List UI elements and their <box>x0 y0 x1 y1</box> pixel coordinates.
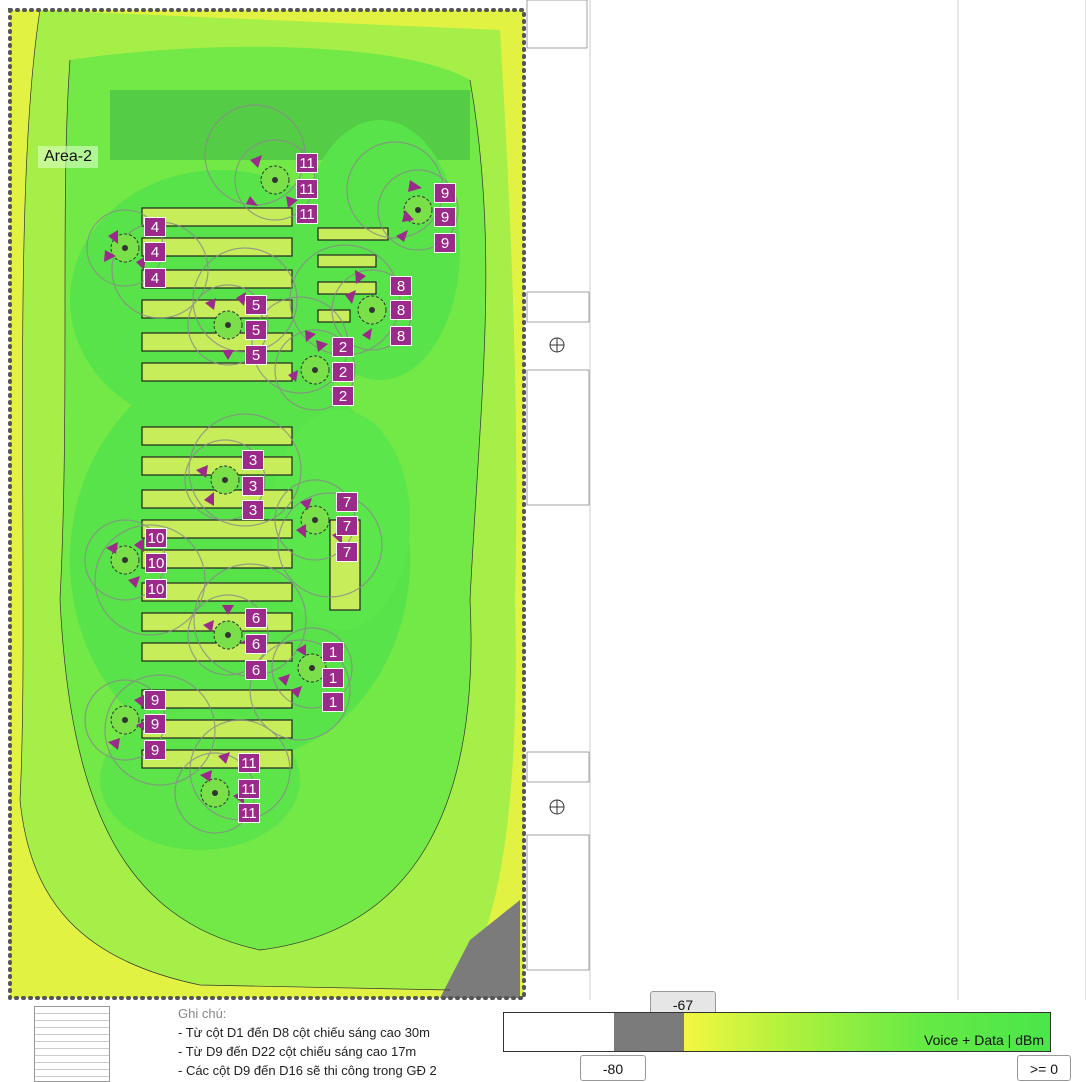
access-point-icon[interactable] <box>210 465 240 495</box>
ap-number-label[interactable]: 9 <box>434 207 456 227</box>
ap-number-label[interactable]: 9 <box>434 233 456 253</box>
access-point-icon[interactable] <box>110 705 140 735</box>
ap-number-label[interactable]: 10 <box>145 528 167 548</box>
ap-number-label[interactable]: 8 <box>390 300 412 320</box>
ap-number-label[interactable]: 11 <box>238 779 260 799</box>
access-point-icon[interactable] <box>357 295 387 325</box>
ap-number-label[interactable]: 1 <box>322 668 344 688</box>
ap-number-label[interactable]: 5 <box>245 320 267 340</box>
ap-number-label[interactable]: 10 <box>145 579 167 599</box>
access-point-icon[interactable] <box>200 778 230 808</box>
ap-number-label[interactable]: 5 <box>245 345 267 365</box>
access-point-icon[interactable] <box>110 545 140 575</box>
ap-number-label[interactable]: 8 <box>390 326 412 346</box>
scale-min-marker[interactable]: -80 <box>580 1055 646 1081</box>
ap-number-label[interactable]: 10 <box>145 553 167 573</box>
ap-number-label[interactable]: 9 <box>434 183 456 203</box>
ap-number-label[interactable]: 6 <box>245 634 267 654</box>
signal-scale-bar: Voice + Data | dBm <box>503 1012 1051 1052</box>
ap-number-label[interactable]: 3 <box>242 450 264 470</box>
ap-number-label[interactable]: 8 <box>390 276 412 296</box>
ap-number-label[interactable]: 4 <box>144 217 166 237</box>
ap-number-label[interactable]: 2 <box>332 337 354 357</box>
note-line: - Từ D9 đến D22 cột chiếu sáng cao 17m <box>178 1044 417 1059</box>
rack-rows <box>141 207 389 769</box>
ap-number-label[interactable]: 11 <box>296 204 318 224</box>
ap-number-label[interactable]: 6 <box>245 660 267 680</box>
ap-number-label[interactable]: 11 <box>296 153 318 173</box>
ap-number-label[interactable]: 5 <box>245 295 267 315</box>
access-point-icon[interactable] <box>260 165 290 195</box>
ap-number-label[interactable]: 6 <box>245 608 267 628</box>
note-line: - Từ cột D1 đến D8 cột chiếu sáng cao 30… <box>178 1025 430 1040</box>
title-block-top <box>526 0 590 971</box>
access-point-icon[interactable] <box>300 355 330 385</box>
access-point-icon[interactable] <box>213 310 243 340</box>
notes-title: Ghi chú: <box>178 1006 227 1021</box>
compass-icon <box>549 337 565 815</box>
note-line: - Các cột D9 đến D16 sẽ thi công trong G… <box>178 1063 437 1078</box>
symbol-legend-table <box>34 1006 110 1082</box>
heatmap-canvas[interactable] <box>0 0 1086 1000</box>
scale-max-marker[interactable]: >= 0 <box>1017 1055 1071 1081</box>
ap-number-label[interactable]: 4 <box>144 268 166 288</box>
ap-number-label[interactable]: 1 <box>322 642 344 662</box>
ap-number-label[interactable]: 7 <box>336 492 358 512</box>
notes-block: Ghi chú: - Từ cột D1 đến D8 cột chiếu sá… <box>178 1004 437 1080</box>
area-label: Area-2 <box>38 146 99 168</box>
ap-number-label[interactable]: 9 <box>144 690 166 710</box>
ap-number-label[interactable]: 3 <box>242 476 264 496</box>
ap-number-label[interactable]: 9 <box>144 714 166 734</box>
access-point-icon[interactable] <box>213 620 243 650</box>
ap-number-label[interactable]: 11 <box>238 753 260 773</box>
ap-number-label[interactable]: 11 <box>296 179 318 199</box>
signal-scale-caption: Voice + Data | dBm <box>924 1032 1044 1048</box>
ap-number-label[interactable]: 2 <box>332 386 354 406</box>
ap-number-label[interactable]: 1 <box>322 692 344 712</box>
ap-number-label[interactable]: 3 <box>242 500 264 520</box>
ap-number-label[interactable]: 7 <box>336 516 358 536</box>
ap-number-label[interactable]: 2 <box>332 362 354 382</box>
ap-number-label[interactable]: 9 <box>144 740 166 760</box>
ap-number-label[interactable]: 7 <box>336 542 358 562</box>
ap-number-label[interactable]: 11 <box>238 803 260 823</box>
access-point-icon[interactable] <box>300 505 330 535</box>
ap-number-label[interactable]: 4 <box>144 242 166 262</box>
